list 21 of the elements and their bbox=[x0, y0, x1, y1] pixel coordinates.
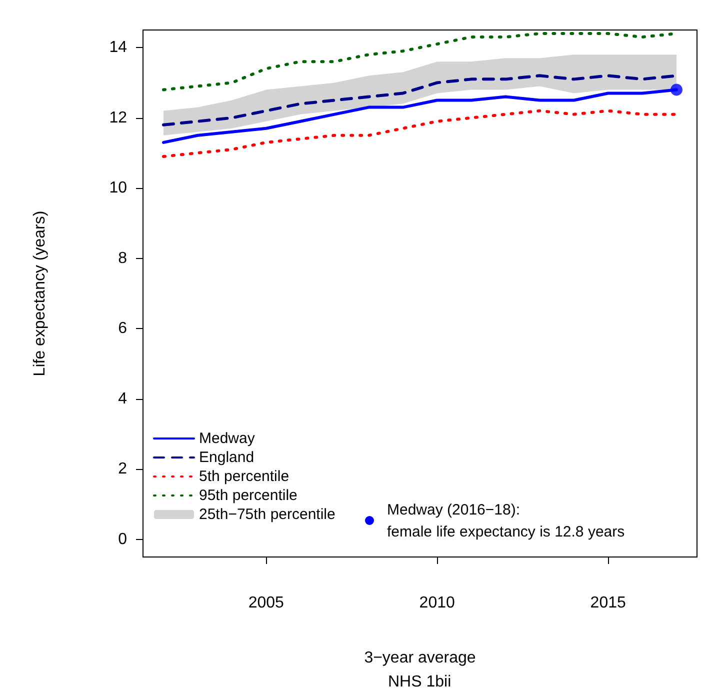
y-tick-label: 14 bbox=[109, 39, 128, 56]
y-tick-label: 6 bbox=[118, 320, 128, 338]
x-axis-title: 3−year average bbox=[364, 650, 476, 666]
y-tick-label: 8 bbox=[118, 250, 128, 267]
text: NHS 1bii bbox=[388, 674, 452, 690]
y-tick-label: 10 bbox=[109, 180, 128, 197]
legend-label: 5th percentile bbox=[199, 468, 290, 485]
annotation: Medway (2016−18): female life expectancy is 12.8 years bbox=[387, 502, 625, 540]
x-tick-label: 2010 bbox=[419, 594, 455, 612]
legend-label: 25th−75th percentile bbox=[199, 506, 336, 523]
line-series bbox=[162, 109, 678, 158]
y-tick-label: 12 bbox=[109, 109, 128, 126]
legend-label: 95th percentile bbox=[199, 487, 298, 504]
x-tick-label: 2005 bbox=[248, 594, 284, 612]
legend-label: Medway bbox=[199, 430, 256, 447]
y-tick-label: 0 bbox=[118, 530, 128, 548]
y-axis-title: Life expectancy (years) bbox=[32, 210, 48, 376]
x-tick-label: 2015 bbox=[590, 594, 626, 612]
y-tick-label: 4 bbox=[118, 390, 128, 408]
y-tick-label: 2 bbox=[118, 460, 128, 478]
legend-label: England bbox=[199, 449, 254, 466]
